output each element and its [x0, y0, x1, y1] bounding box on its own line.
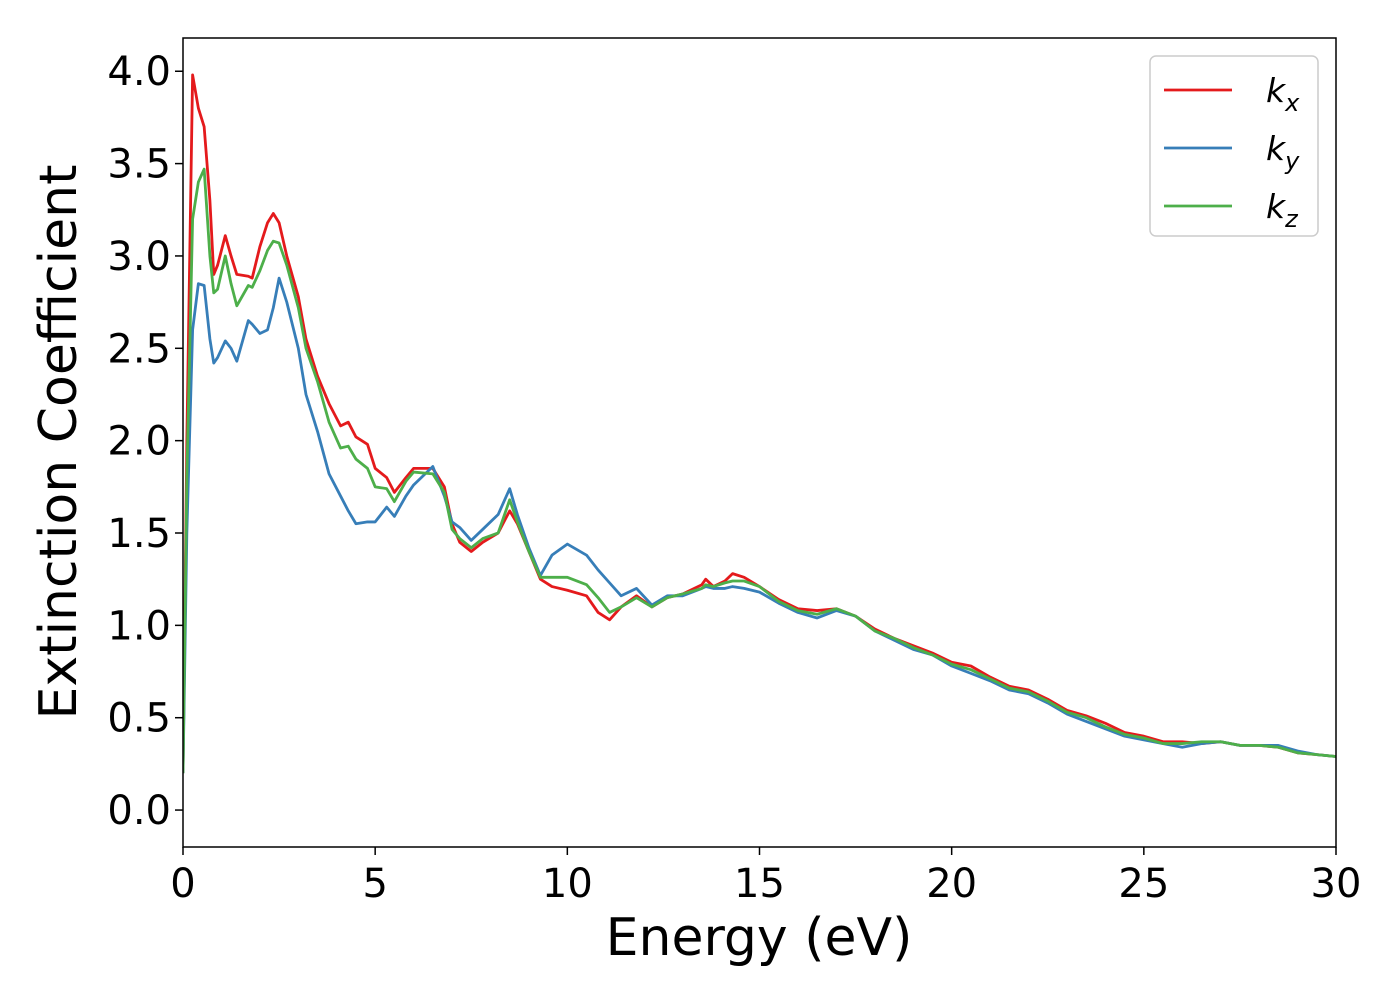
- y-axis-label: Extinction Coefficient: [29, 165, 89, 720]
- x-axis-label: Energy (eV): [606, 908, 913, 968]
- y-tick-label: 2.5: [107, 326, 171, 372]
- x-tick-label: 0: [170, 861, 195, 907]
- x-tick-label: 25: [1118, 861, 1169, 907]
- data-line: [183, 73, 1336, 774]
- y-tick-label: 0.5: [107, 696, 171, 742]
- y-tick-label: 1.0: [107, 603, 171, 649]
- y-tick-label: 3.5: [107, 142, 171, 188]
- x-tick-label: 5: [362, 861, 387, 907]
- legend-box: [1149, 55, 1319, 237]
- x-tick-label: 20: [926, 861, 977, 907]
- y-tick-label: 4.0: [107, 49, 171, 95]
- x-tick-label: 10: [542, 861, 593, 907]
- legend-label: kx: [1266, 71, 1300, 117]
- y-tick-label: 1.5: [107, 511, 171, 557]
- y-tick-label: 2.0: [107, 419, 171, 465]
- legend-label: kz: [1266, 187, 1299, 233]
- data-line: [183, 276, 1336, 774]
- x-tick-label: 30: [1311, 861, 1362, 907]
- y-tick-label: 3.0: [107, 234, 171, 280]
- x-tick-label: 15: [734, 861, 785, 907]
- plot-frame: [182, 37, 1337, 848]
- data-line: [183, 167, 1336, 774]
- y-tick-label: 0.0: [107, 788, 171, 834]
- legend-label: ky: [1266, 129, 1300, 175]
